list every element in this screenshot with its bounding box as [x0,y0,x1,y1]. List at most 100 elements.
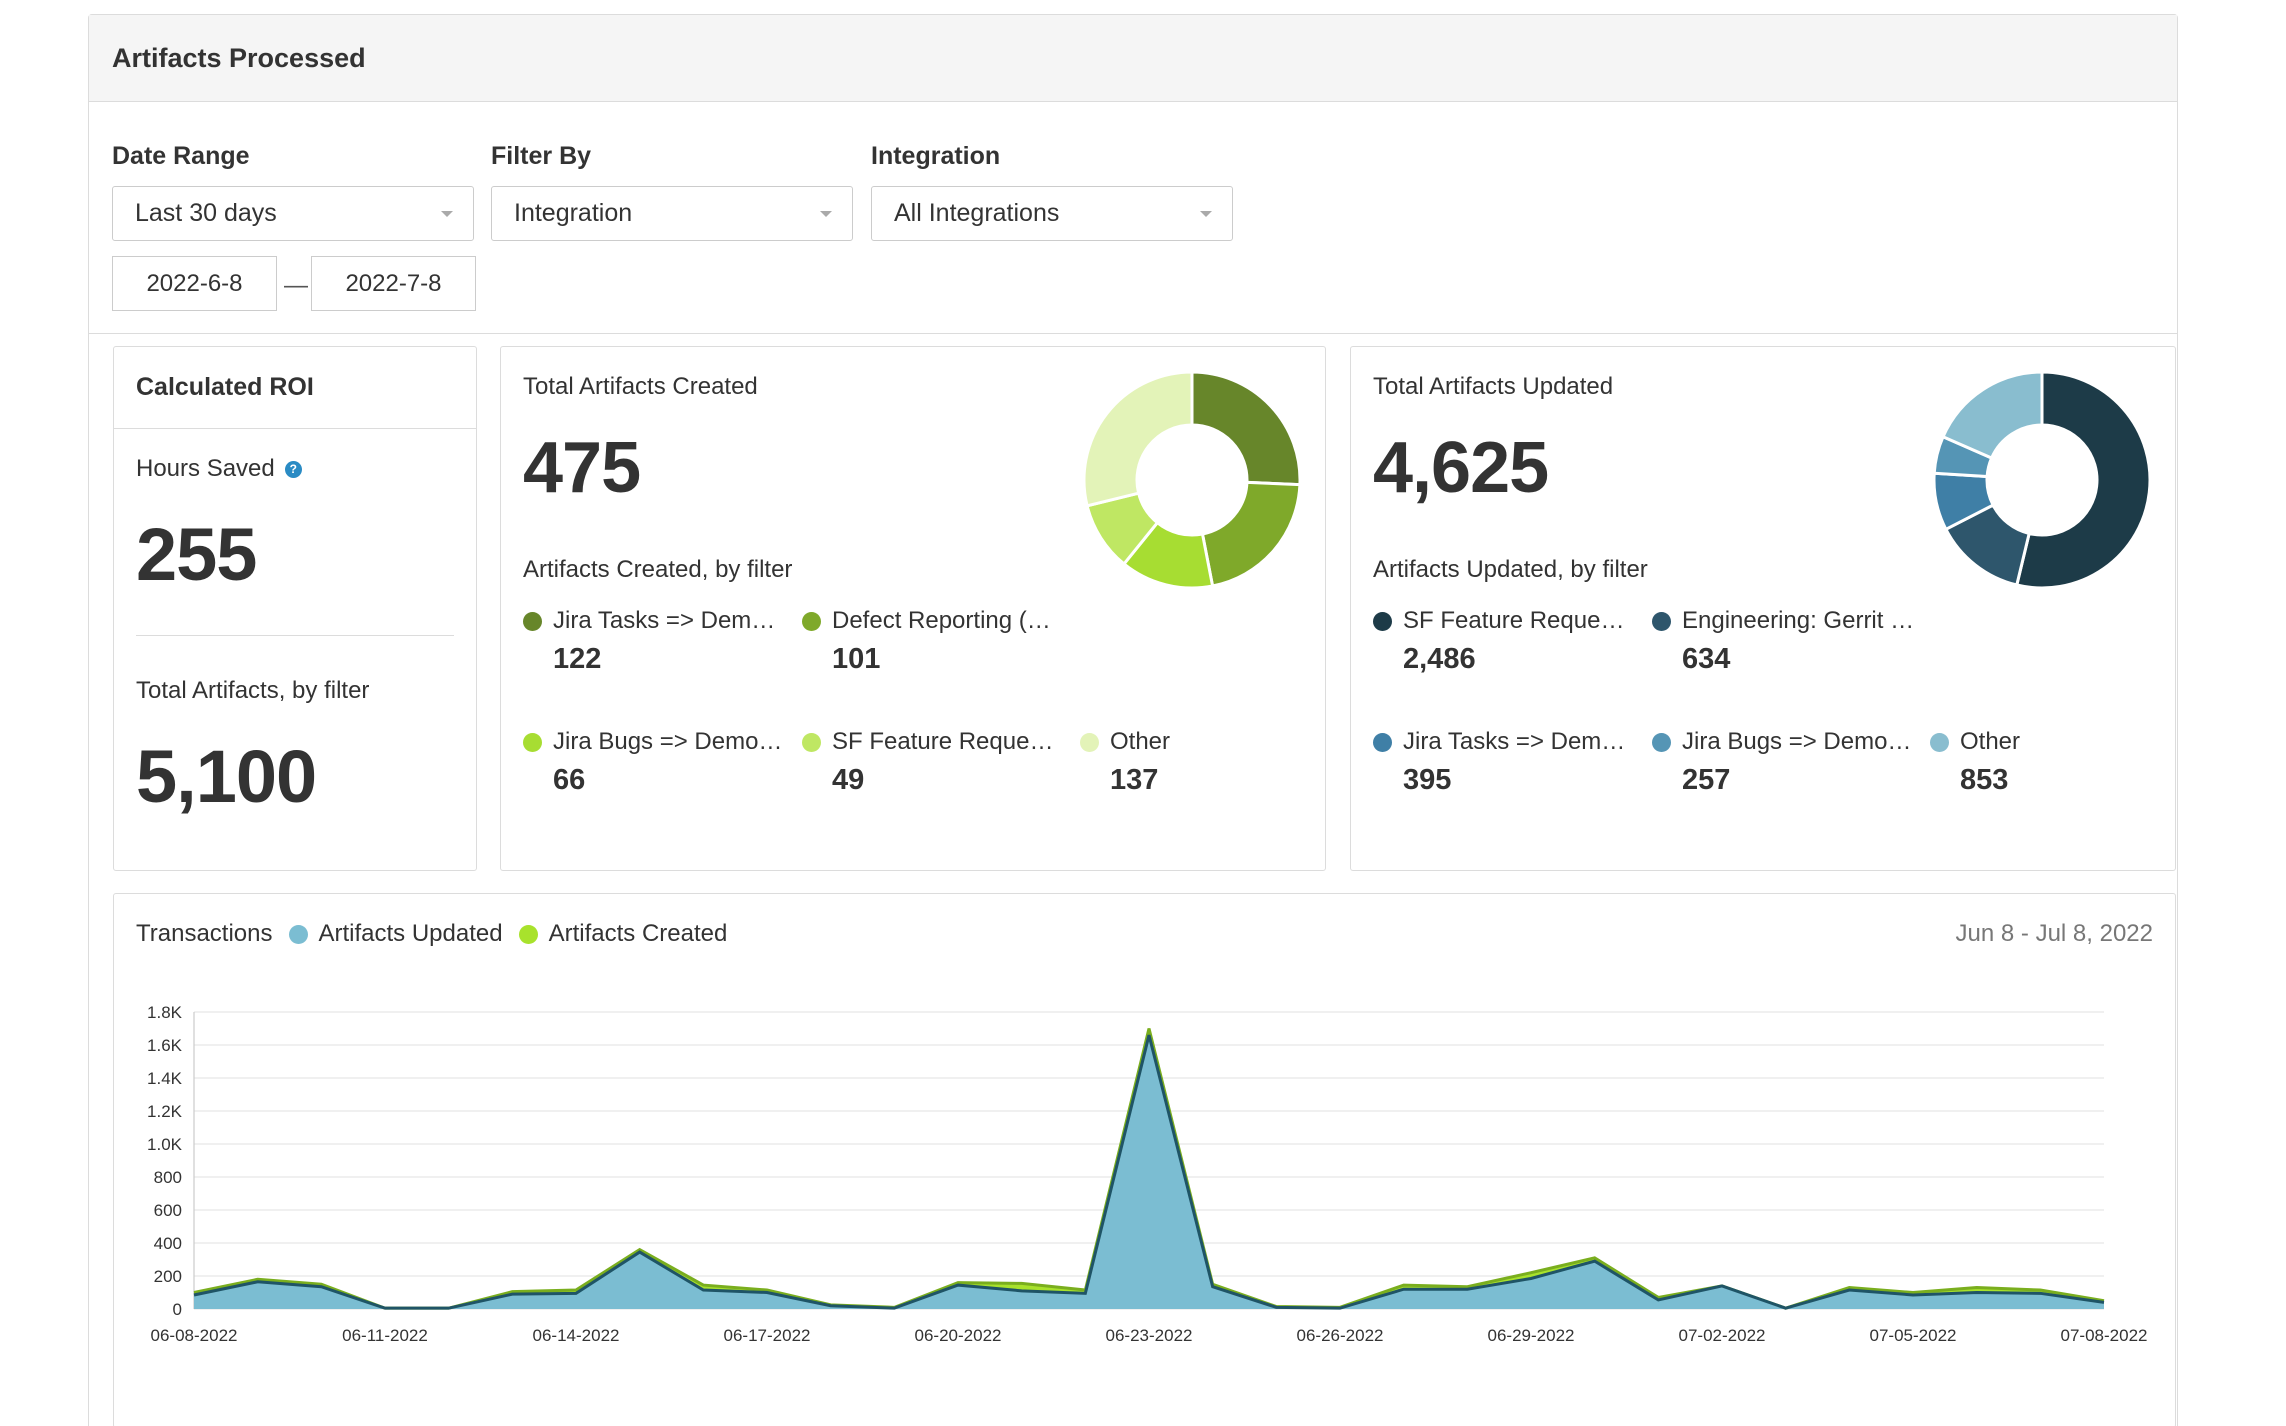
end-date-input[interactable]: 2022-7-8 [311,256,476,311]
updated-donut-chart [1932,370,2152,590]
updated-slice-1[interactable] [2014,370,2152,590]
y-tick-label: 1.6K [147,1036,183,1055]
legend-label: Defect Reporting (… [832,607,1051,634]
legend-dot [518,924,538,944]
transactions-area-chart: 0 200 400 600 800 1.0K 1.2K 1.4K 1.6K 1.8K 06-08-2… [147,1003,2147,1345]
date-separator: — [284,272,308,299]
help-icon[interactable]: ? [284,461,302,478]
legend-value: 66 [553,764,586,796]
filters-section: Date Range Last 30 days Filter By Integr… [89,102,2177,334]
hours-saved-label-row: Hours Saved? [136,455,302,483]
updated-legend-item: Other 853 [1930,728,2130,797]
created-total: 475 [523,428,641,508]
legend-dot [1373,611,1392,631]
legend-dot [1080,732,1099,752]
x-tick-label: 07-05-2022 [1870,1326,1957,1345]
legend-created[interactable]: Artifacts Created [518,920,728,948]
legend-created-label: Artifacts Created [548,920,728,947]
created-title: Total Artifacts Created [523,373,758,400]
x-tick-label: 06-20-2022 [915,1326,1002,1345]
legend-value: 49 [832,764,865,796]
legend-value: 634 [1682,643,1731,675]
updated-title: Total Artifacts Updated [1373,373,1614,400]
created-legend-item: Jira Tasks => Dem… 122 [523,607,793,676]
y-tick-label: 1.8K [147,1003,183,1022]
updated-legend-item: Engineering: Gerrit … 634 [1652,607,1922,676]
x-tick-label: 06-11-2022 [342,1326,428,1345]
legend-label: SF Feature Reque… [832,728,1054,755]
y-tick-label: 400 [154,1234,182,1253]
created-donut-chart [1082,370,1302,590]
roi-title: Calculated ROI [114,347,476,429]
hours-saved-value: 255 [136,513,257,596]
x-tick-label: 07-02-2022 [1679,1326,1766,1345]
hours-saved-label: Hours Saved [136,455,275,482]
x-tick-label: 06-08-2022 [151,1326,238,1345]
y-tick-label: 1.2K [147,1102,183,1121]
legend-value: 853 [1960,764,2009,796]
legend-value: 101 [832,643,881,675]
filter-by-select[interactable]: Integration [491,186,853,241]
legend-label: Jira Bugs => Demo… [1682,728,1912,755]
created-legend-item: Defect Reporting (… 101 [802,607,1072,676]
legend-label: Other [1960,728,2021,755]
legend-label: SF Feature Reque… [1403,607,1625,634]
legend-label: Jira Tasks => Dem… [553,607,776,634]
y-tick-label: 0 [173,1300,182,1319]
updated-slice-5[interactable] [1941,370,2044,460]
y-tick-label: 1.4K [147,1069,183,1088]
x-tick-label: 06-14-2022 [533,1326,620,1345]
filter-by-label: Filter By [491,142,592,170]
transactions-date-range: Jun 8 - Jul 8, 2022 [1955,920,2153,947]
integration-select[interactable]: All Integrations [871,186,1233,241]
updated-subtitle: Artifacts Updated, by filter [1373,556,1648,583]
integration-value: All Integrations [894,199,1060,227]
date-range-value: Last 30 days [135,199,277,227]
start-date-input[interactable]: 2022-6-8 [112,256,277,311]
legend-dot [1373,732,1392,752]
transactions-header: Transactions Artifacts Updated Artifacts… [136,920,727,948]
legend-dot [523,611,542,631]
integration-group: Integration All Integrations [871,142,1233,241]
series-area-updated [194,1035,2104,1309]
legend-dot [1652,611,1671,631]
roi-card: Calculated ROI Hours Saved? 255 Total Ar… [113,346,477,871]
x-tick-label: 06-26-2022 [1297,1326,1384,1345]
x-tick-label: 06-17-2022 [724,1326,811,1345]
legend-value: 2,486 [1403,643,1476,675]
created-subtitle: Artifacts Created, by filter [523,556,793,583]
transactions-card: Transactions Artifacts Updated Artifacts… [113,893,2176,1426]
created-legend-item: Other 137 [1080,728,1280,797]
created-slice-1[interactable] [1190,370,1302,487]
legend-label: Engineering: Gerrit … [1682,607,1915,634]
filter-by-group: Filter By Integration [491,142,853,241]
integration-label: Integration [871,142,1001,170]
chevron-down-icon [441,211,453,217]
legend-value: 122 [553,643,602,675]
legend-label: Jira Bugs => Demo… [553,728,783,755]
legend-value: 257 [1682,764,1731,796]
legend-label: Jira Tasks => Dem… [1403,728,1626,755]
date-range-select[interactable]: Last 30 days [112,186,474,241]
legend-dot [802,611,821,631]
legend-dot [1930,732,1949,752]
y-tick-label: 800 [154,1168,182,1187]
updated-legend-item: Jira Tasks => Dem… 395 [1373,728,1643,797]
created-slice-2[interactable] [1200,480,1302,588]
date-range-label: Date Range [112,142,250,170]
chevron-down-icon [820,211,832,217]
updated-legend-item: Jira Bugs => Demo… 257 [1652,728,1922,797]
chevron-down-icon [1200,211,1212,217]
created-slice-5[interactable] [1082,370,1194,508]
legend-value: 395 [1403,764,1452,796]
series-line-updated [193,1034,2105,1310]
legend-updated[interactable]: Artifacts Updated [288,920,503,948]
created-legend-item: Jira Bugs => Demo… 66 [523,728,793,797]
x-tick-label: 06-23-2022 [1106,1326,1193,1345]
y-tick-label: 200 [154,1267,182,1286]
legend-dot [288,924,308,944]
panel-title: Artifacts Processed [112,42,366,73]
artifacts-processed-panel: Artifacts Processed Date Range Last 30 d… [88,14,2178,1426]
updated-legend-item: SF Feature Reque… 2,486 [1373,607,1643,676]
artifacts-updated-card: Total Artifacts Updated 4,625 Artifacts … [1350,346,2176,871]
